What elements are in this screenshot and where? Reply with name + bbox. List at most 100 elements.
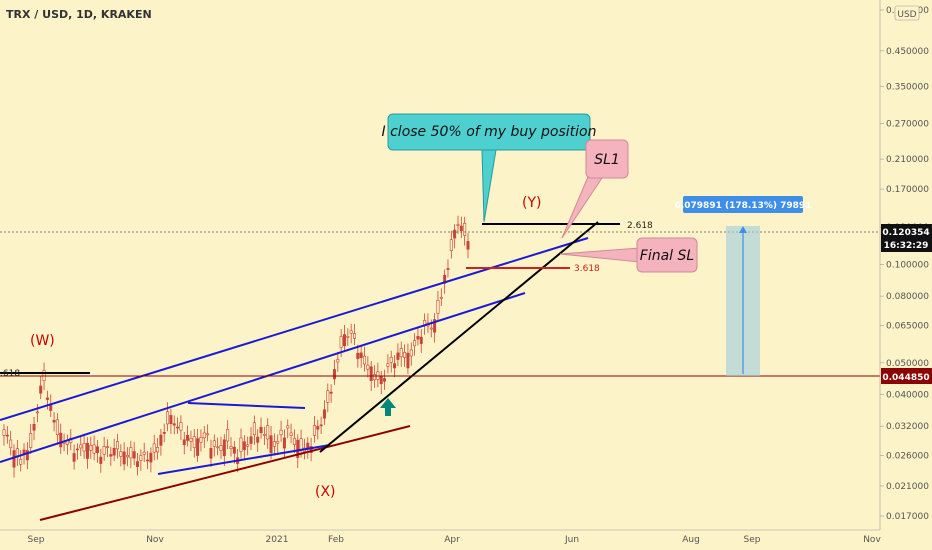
candle-body [299,438,303,450]
candle-body [189,438,193,442]
candle-body [396,352,400,360]
candle-body [55,419,59,435]
time-tick-label: Nov [146,535,164,545]
candle-body [399,348,403,358]
current-price-value: 0.120354 [882,228,929,238]
candle-body [132,451,136,459]
candle-body [232,446,236,454]
callout-close-50[interactable] [387,113,591,151]
currency-badge[interactable] [894,5,920,21]
price-tick-label: 0.065000 [886,322,929,332]
currency-label: USD [897,10,916,20]
fib-label-0618: .618 [0,369,20,379]
time-tick-label: 2021 [266,535,289,545]
candle-body [159,434,163,446]
candle-body [39,385,43,394]
candle-body [262,434,266,436]
candle-body [5,434,9,437]
candle-body [409,349,413,357]
candle-body [406,352,410,369]
candle-body [42,370,46,381]
candle-body [229,446,233,449]
candle-body [99,456,103,464]
triangle-top-line[interactable] [187,402,306,409]
candle-body [115,441,119,450]
time-tick-label: Apr [444,535,460,545]
candle-body [129,447,133,459]
callout-final-sl[interactable] [636,237,698,273]
candle-body [453,229,457,239]
candle-body [413,340,417,347]
candle-body [369,366,373,381]
candle-body [329,391,333,394]
support-price-value: 0.044850 [882,373,929,383]
candle-body [202,432,206,439]
candle-body [119,451,123,457]
candles [2,215,470,478]
price-tick-label: 0.350000 [886,83,929,93]
candle-body [439,296,443,299]
candle-body [322,409,326,419]
candle-body [296,439,300,458]
candle-body [146,459,150,462]
candle-body [339,336,343,348]
time-tick-label: Nov [863,535,881,545]
candle-body [85,442,89,459]
candle-body [206,433,210,436]
candle-body [242,441,246,450]
candle-body [12,450,16,468]
candle-body [466,241,470,250]
candle-body [269,435,273,453]
channel-lower-line[interactable] [0,292,526,463]
candle-body [286,425,290,429]
candle-body [92,444,96,454]
candle-body [326,390,330,403]
candle-body [29,433,33,448]
triangle-bottom-line[interactable] [157,444,331,475]
price-tick-label: 0.080000 [886,292,929,302]
candle-body [449,239,453,251]
callout-sl1[interactable] [585,139,629,179]
price-tick-label: 0.170000 [886,185,929,195]
candle-body [319,424,323,427]
candle-body [272,441,276,447]
price-axis[interactable]: 0.6000000.4500000.3500000.2700000.210000… [879,0,932,530]
candle-body [2,429,6,436]
time-tick-label: Aug [682,535,700,545]
candle-body [366,364,370,370]
candle-body [109,454,113,457]
callout-close-50-text: I close 50% of my buy position [382,124,597,140]
candle-body [246,444,250,447]
candle-body [72,453,76,462]
support-trendline[interactable] [319,221,599,453]
time-tick-label: Sep [744,535,761,545]
wave-label-y: (Y) [522,195,541,211]
time-axis-bg [0,530,932,550]
price-tick-label: 0.040000 [886,391,929,401]
candle-body [152,443,156,453]
candle-body [463,223,467,236]
candle-body [82,443,86,452]
price-tick-label: 0.050000 [886,359,929,369]
candle-body [436,300,440,314]
candle-body [292,437,296,445]
long-trendline[interactable] [39,425,411,521]
time-axis[interactable]: Sep Nov 2021 Feb Apr Jun Aug Sep Nov [0,529,932,550]
candle-body [199,437,203,443]
price-tick-label: 0.026000 [886,452,929,462]
candle-body [279,429,283,436]
candle-body [156,447,160,453]
current-price-tag [881,224,932,252]
price-tick-label: 0.017000 [886,512,929,522]
candle-body [105,446,109,448]
price-tick-label: 0.210000 [886,155,929,165]
candle-body [429,327,433,330]
candle-body [35,411,39,414]
candle-body [356,352,360,360]
price-tick-label: 0.270000 [886,119,929,129]
candle-body [249,436,253,444]
chart-drawings: 0.079891 (178.13%) 79891 I close 50% of … [0,113,880,521]
candle-body [459,225,463,232]
candle-body [45,397,49,400]
